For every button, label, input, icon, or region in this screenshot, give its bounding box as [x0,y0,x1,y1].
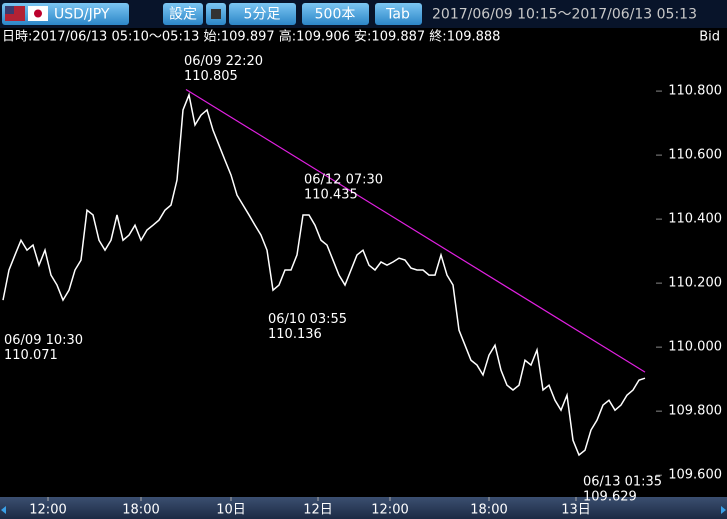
x-tick-label: 12日 [303,503,333,518]
settings-button[interactable]: 設定 [163,3,203,25]
tab-label: Tab [385,7,410,23]
time-axis-bar [0,497,727,519]
y-tick-label: 110.800 [668,84,722,99]
bars-button[interactable]: 500本 [302,3,369,25]
annotation-value: 110.136 [268,327,322,342]
annotation-time: 06/13 01:35 [583,474,662,489]
annotation-time: 06/09 22:20 [184,54,263,69]
annotation-value: 110.435 [304,187,358,202]
interval-button-bg [229,3,296,25]
annotation-value: 110.805 [184,69,238,84]
trend-line [185,88,646,373]
scroll-right[interactable] [721,506,726,514]
x-tick-label: 10日 [216,503,246,518]
annotation-time: 06/10 03:55 [268,312,347,327]
date-range: 2017/06/09 10:15～2017/06/13 05:13 [432,7,697,23]
annotation-value: 109.629 [583,489,637,504]
y-tick-label: 110.000 [668,340,722,355]
tab-button[interactable]: Tab [375,3,422,25]
interval-button[interactable]: 5分足 [229,3,296,25]
jp-flag-sun [34,9,42,18]
tool-button[interactable] [206,3,226,25]
interval-label: 5分足 [244,7,281,23]
settings-label: 設定 [169,7,197,23]
x-tick-label: 13日 [561,503,591,518]
tab-button-bg [375,3,422,25]
y-tick-label: 110.600 [668,148,722,163]
y-tick-label: 110.400 [668,212,722,227]
y-tick-label: 109.800 [668,404,722,419]
y-tick-label: 110.200 [668,276,722,291]
annotation-time: 06/12 07:30 [304,172,383,187]
y-tick-label: 109.600 [668,468,722,483]
x-tick-label: 12:00 [29,503,66,518]
tool-icon [211,9,221,19]
price-line [2,92,646,457]
x-tick-label: 12:00 [371,503,408,518]
annotation-time: 06/09 10:30 [4,333,83,348]
x-tick-label: 18:00 [470,503,507,518]
pair-button[interactable]: USD/JPY [2,3,129,25]
bars-button-bg [302,3,369,25]
pair-label: USD/JPY [54,7,110,23]
settings-button-bg [163,3,203,25]
price-type: Bid [699,30,720,45]
scroll-left[interactable] [1,506,6,514]
x-tick-label: 18:00 [122,503,159,518]
bars-label: 500本 [315,7,356,23]
bar-info: 日時:2017/06/13 05:10～05:13 始:109.897 高:10… [2,29,500,45]
us-flag-canton [5,6,14,14]
annotation-value: 110.071 [4,348,58,363]
